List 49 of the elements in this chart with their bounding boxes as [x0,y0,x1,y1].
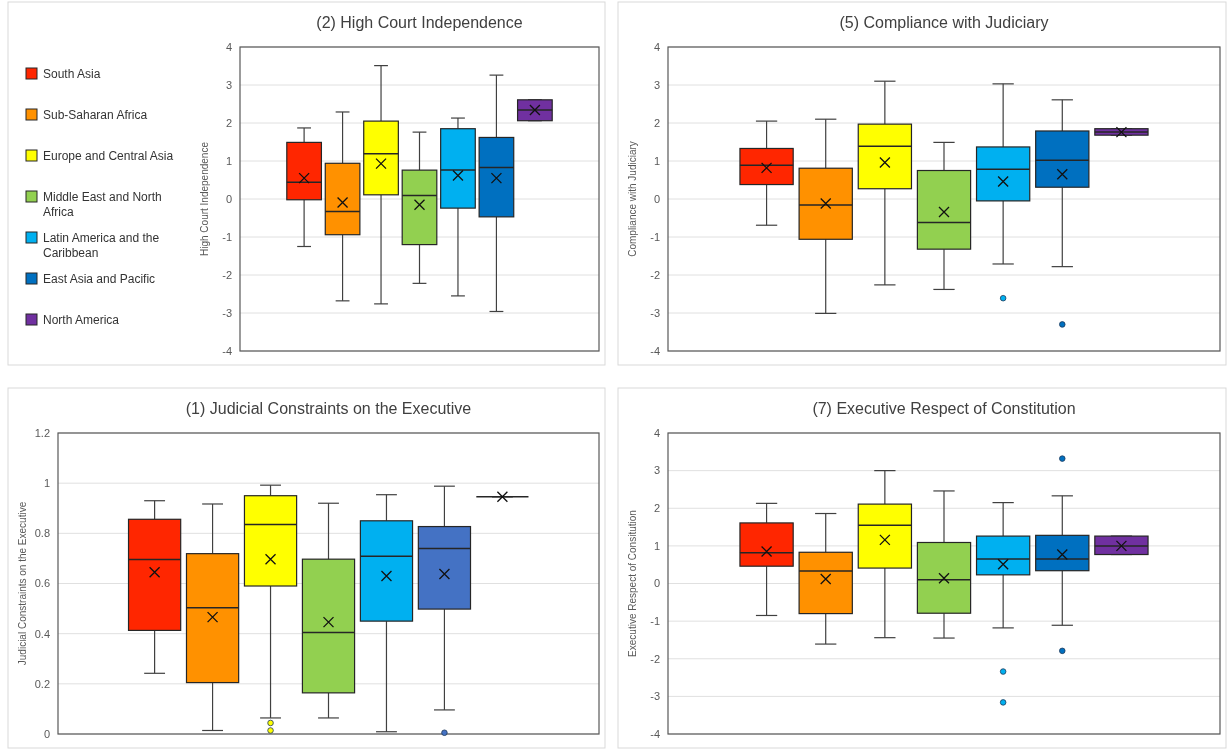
y-tick-label: -3 [650,306,660,319]
legend-label: Latin America and the Caribbean [43,231,160,260]
y-tick-label: -4 [650,344,660,357]
y-tick-label: 0.2 [34,677,50,690]
y-axis-title: Compliance with Judiciary [627,141,638,257]
legend-label: Middle East and North Africa [43,190,162,219]
y-tick-label: 0.6 [34,577,50,590]
y-tick-label: 0.4 [34,627,50,640]
y-tick-label: 1 [43,477,50,490]
y-tick-label: 4 [653,40,660,53]
y-tick-label: 0 [225,192,232,205]
y-tick-label: -3 [650,690,660,703]
chart-title: (1) Judicial Constraints on the Executive [185,400,472,417]
chart-title: (7) Executive Respect of Constitution [812,400,1076,417]
y-tick-label: -4 [650,727,660,740]
y-tick-label: 3 [225,78,232,91]
y-tick-label: 2 [225,116,232,129]
y-tick-label: 1 [653,154,660,167]
y-tick-label: 1.2 [34,426,50,439]
y-tick-label: 4 [225,40,232,53]
y-tick-label: 4 [653,426,660,439]
y-axis-title: Judicial Constraints on the Executive [17,501,28,666]
y-tick-label: 3 [653,78,660,91]
y-tick-label: -2 [650,268,660,281]
legend-label: East Asia and Pacific [43,272,156,286]
legend-label: North America [43,313,120,327]
y-tick-label: 2 [653,502,660,515]
y-tick-label: 1 [225,154,232,167]
y-axis-title: Executive Respect of Consitution [627,510,638,657]
y-tick-label: -3 [222,306,232,319]
y-tick-label: 2 [653,116,660,129]
y-tick-label: 0 [43,727,50,740]
chart-title: (5) Compliance with Judiciary [839,14,1049,31]
y-tick-label: 3 [653,464,660,477]
y-tick-label: -2 [222,268,232,281]
y-tick-label: -1 [222,230,232,243]
y-tick-label: 0.8 [34,527,50,540]
legend-label: Sub-Saharan Africa [43,108,148,122]
y-tick-label: -2 [650,652,660,665]
y-tick-label: 0 [653,577,660,590]
y-tick-label: -4 [222,344,232,357]
y-tick-label: -1 [650,614,660,627]
legend-label: South Asia [43,67,101,81]
y-tick-label: -1 [650,230,660,243]
chart-title: (2) High Court Independence [316,14,523,31]
y-tick-label: 0 [653,192,660,205]
y-axis-title: High Court Independence [199,141,210,256]
y-tick-label: 1 [653,539,660,552]
legend-label: Europe and Central Asia [43,149,174,163]
